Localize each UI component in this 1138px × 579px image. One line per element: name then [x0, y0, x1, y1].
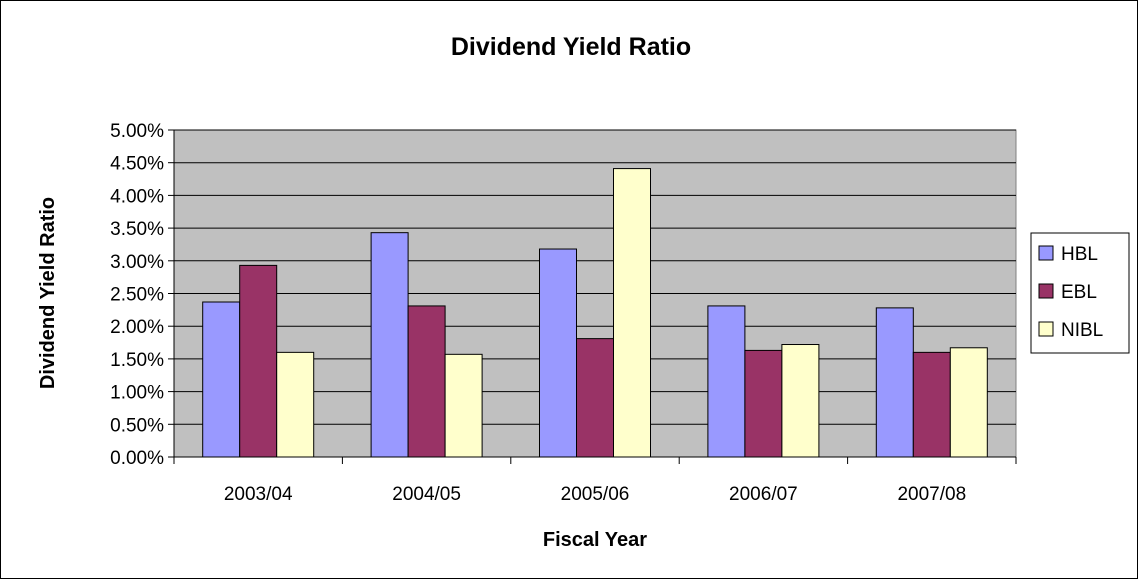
y-tick-label: 2.50%: [110, 285, 164, 306]
y-tick-label: 5.00%: [110, 121, 164, 142]
y-tick-label: 1.00%: [110, 383, 164, 404]
legend-label-nibl: NIBL: [1061, 320, 1103, 341]
y-tick-label: 4.00%: [110, 186, 164, 207]
bar-hbl-2: [539, 248, 577, 458]
y-tick-label: 4.50%: [110, 154, 164, 175]
bar-hbl-4: [875, 307, 914, 458]
x-tick-label: 2004/05: [392, 484, 461, 505]
bar-nibl-3: [781, 344, 820, 458]
bar-ebl-1: [407, 305, 446, 458]
x-tick-label: 2003/04: [224, 484, 293, 505]
bar-ebl-4: [912, 351, 951, 458]
bar-hbl-1: [370, 232, 409, 458]
x-tick-labels: 2003/04 2004/05 2005/06 2006/07 2007/08: [173, 457, 1017, 505]
x-tick-label: 2005/06: [561, 484, 630, 505]
bar-nibl-0: [276, 351, 315, 458]
x-tick-label: 2007/08: [897, 484, 966, 505]
y-axis-title: Dividend Yield Ratio: [37, 197, 59, 389]
bar-hbl-0: [202, 301, 241, 458]
bar-nibl-1: [444, 353, 483, 458]
y-tick-label: 1.50%: [110, 350, 164, 371]
x-tick-label: 2006/07: [729, 484, 798, 505]
bar-nibl-2: [613, 168, 651, 458]
bar-ebl-0: [239, 264, 278, 458]
bar-ebl-3: [744, 349, 783, 458]
y-tick-labels: 0.00% 0.50% 1.00% 1.50% 2.00% 2.50% 3.00% 3.50%…: [110, 121, 174, 469]
legend-label-ebl: EBL: [1061, 282, 1097, 303]
legend-swatch-ebl: [1038, 283, 1054, 299]
y-tick-label: 0.50%: [110, 415, 164, 436]
legend: HBL EBL NIBL: [1030, 232, 1130, 354]
x-axis-title: Fiscal Year: [543, 529, 647, 551]
bar-hbl-3: [707, 305, 746, 458]
y-tick-label: 0.00%: [110, 448, 164, 469]
bar-nibl-4: [949, 347, 988, 458]
chart-title: Dividend Yield Ratio: [451, 33, 691, 61]
legend-swatch-hbl: [1038, 245, 1054, 261]
y-tick-label: 2.00%: [110, 317, 164, 338]
legend-swatch-nibl: [1038, 321, 1054, 337]
y-tick-label: 3.00%: [110, 252, 164, 273]
y-tick-label: 3.50%: [110, 219, 164, 240]
legend-label-hbl: HBL: [1061, 244, 1098, 265]
bar-ebl-2: [576, 338, 614, 458]
